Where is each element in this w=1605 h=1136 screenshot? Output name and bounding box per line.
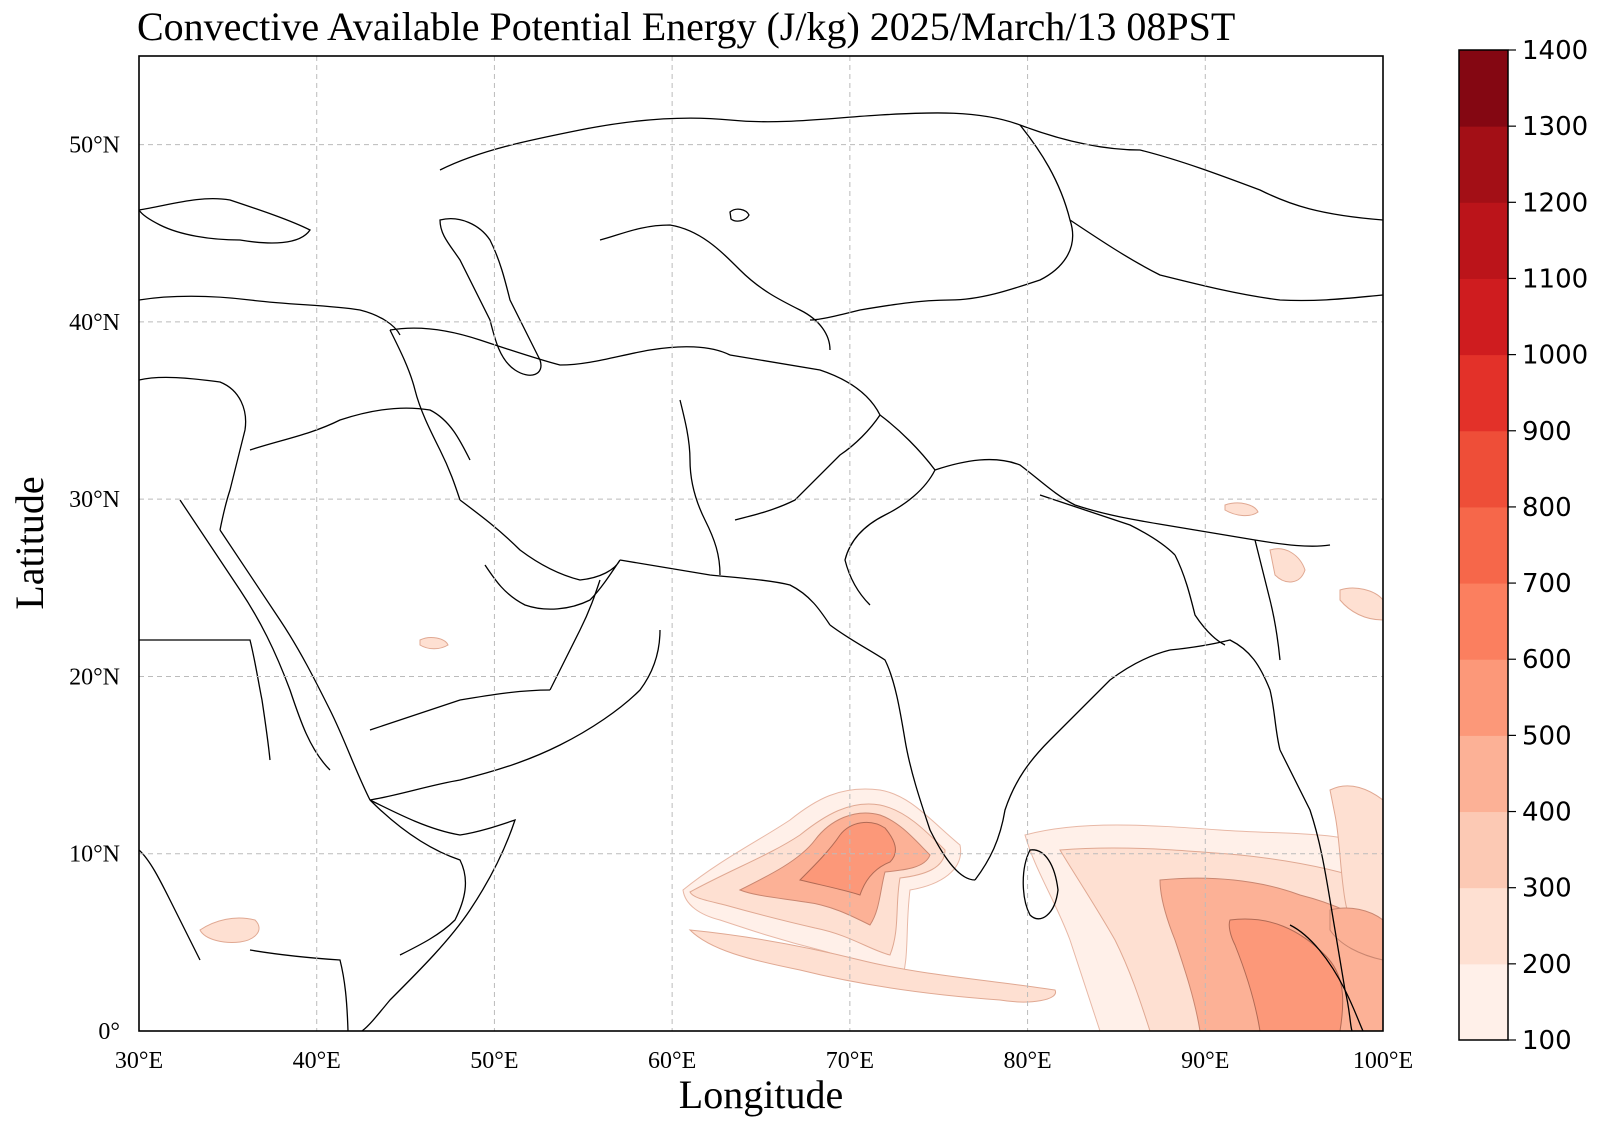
coastline-turkey [139,295,401,336]
colorbar-frame [1458,49,1509,1041]
cape-field-horn-of-africa [199,917,260,943]
colorbar-label: 300 [1522,874,1572,904]
coastlines-borders [139,112,1383,1031]
coastline-aral-sea [729,208,750,222]
border-saudi-yemen [369,689,551,731]
coastline-levant [139,376,247,531]
x-tick-label: 90°E [1181,1048,1229,1074]
border-iran-north [389,327,731,366]
colorbar-label: 1000 [1522,341,1588,371]
cape-field-arabian-sea-tongue [688,929,1056,1003]
colorbar-label: 1300 [1522,112,1588,142]
coastline-red-sea-east [219,529,371,801]
coastline-red-sea-west [179,499,331,771]
colorbar-label: 1200 [1522,188,1588,218]
border-sudan-ethiopia [139,639,271,761]
gridlines [139,56,1383,1031]
y-axis-label: Latitude [7,476,52,609]
colorbar-segment [1459,811,1508,889]
colorbar-segment [1459,963,1508,1041]
border-ethiopia-somalia [369,799,467,956]
cape-contour-fields [199,502,1383,1031]
border-bangladesh [1174,554,1226,646]
coastline-east-africa [139,849,201,961]
border-russia-china [809,124,1074,321]
coastline-bay-of-bengal-north [1169,639,1281,751]
x-tick-label: 60°E [648,1048,696,1074]
colorbar-segment [1459,735,1508,813]
border-kenya [249,949,349,1031]
colorbar-label: 600 [1522,645,1572,675]
cape-field-arabian-sea-400 [799,821,896,896]
x-axis-label: Longitude [679,1072,843,1117]
coastline-black-sea [139,197,311,244]
colorbar-segment [1459,126,1508,203]
y-tick-label: 0° [98,1019,120,1045]
y-tick-label: 30°N [69,487,120,513]
colorbar-segment [1459,506,1508,584]
y-tick-label: 50°N [69,133,120,159]
border-iran-afghanistan [679,399,721,576]
cape-field-myanmar [1339,587,1383,621]
colorbar-segment [1459,430,1508,508]
coastline-myanmar [1279,749,1353,1031]
border-saudi-iraq [249,407,471,461]
chart-title: Convective Available Potential Energy (J… [137,4,1235,49]
x-tick-label: 100°E [1353,1048,1413,1074]
coastline-arabia-south [369,629,661,801]
border-china-kazakhstan [1069,219,1383,302]
y-tick-label: 40°N [69,310,120,336]
coastline-iran-pakistan [619,559,831,626]
map-plot-area [139,56,1383,1031]
colorbar-label: 400 [1522,798,1572,828]
colorbar-segment [1459,354,1508,432]
border-myanmar-india [1254,539,1281,661]
colorbar-segment [1459,50,1508,127]
border-central-asia [599,224,831,351]
x-tick-label: 50°E [470,1048,518,1074]
border-kazakhstan [439,112,1383,221]
colorbar-segment [1459,659,1508,736]
coastline-india-west [829,624,976,881]
border-pakistan-india [844,414,936,606]
colorbar-label: 700 [1522,569,1572,599]
colorbar-label: 100 [1522,1026,1572,1056]
coastline-sumatra [1289,924,1364,1031]
colorbar-label: 1100 [1522,264,1588,294]
y-axis-ticks: 0° 10°N 20°N 30°N 40°N 50°N [69,133,120,1045]
border-afghanistan-pakistan [729,354,881,521]
colorbar-segment [1459,202,1508,279]
coastline-caspian-sea [439,218,542,376]
cape-field-northeast-india [1269,548,1306,583]
cape-field-andaman-east [1329,907,1383,961]
x-axis-ticks: 30°E 40°E 50°E 60°E 70°E 80°E 90°E 100°E [115,1048,1413,1074]
colorbar-labels: 100 200 300 400 500 600 700 800 900 1000 1100 1200 1… [1522,36,1588,1056]
colorbar-segment [1459,583,1508,660]
border-nepal [1039,494,1176,556]
colorbar-label: 1400 [1522,36,1588,66]
colorbar [1458,49,1516,1041]
border-oman [549,579,601,691]
coastline-india-east [974,649,1171,881]
cape-field-arabia-patch [419,637,449,650]
colorbar-segment [1459,887,1508,965]
x-tick-label: 80°E [1003,1048,1051,1074]
map-frame [138,55,1384,1032]
border-iraq-iran [389,329,461,501]
coastline-sri-lanka [1022,849,1059,920]
cape-field-tibet-patch [1224,502,1259,517]
y-tick-label: 20°N [69,664,120,690]
colorbar-segment [1459,278,1508,356]
colorbar-label: 800 [1522,493,1572,523]
colorbar-label: 900 [1522,417,1572,447]
y-tick-label: 10°N [69,842,120,868]
colorbar-label: 500 [1522,721,1572,751]
x-tick-label: 70°E [826,1048,874,1074]
coastline-persian-gulf [459,499,621,610]
x-tick-label: 40°E [293,1048,341,1074]
colorbar-label: 200 [1522,950,1572,980]
border-india-china [934,458,1331,547]
x-tick-label: 30°E [115,1048,163,1074]
